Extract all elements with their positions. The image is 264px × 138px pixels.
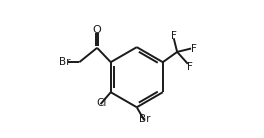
Text: Cl: Cl [96,98,107,108]
Text: O: O [93,25,101,35]
Text: Br: Br [139,114,150,124]
Text: F: F [191,43,197,54]
Text: Br: Br [59,57,71,67]
Text: F: F [171,30,177,41]
Text: F: F [187,62,193,72]
